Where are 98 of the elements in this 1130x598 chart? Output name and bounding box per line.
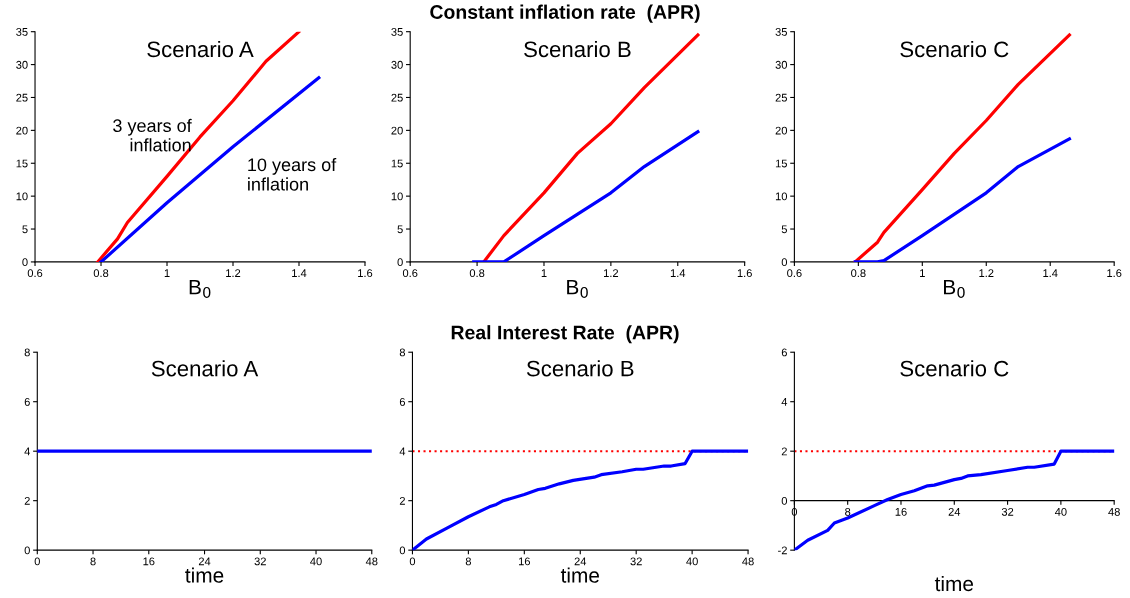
x-tick-label: 1.4 [292, 269, 307, 277]
y-tick-label: 35 [775, 27, 787, 36]
y-tick-label: 6 [781, 348, 787, 357]
y-tick-label: 0 [397, 258, 403, 267]
x-tick-label: 40 [310, 557, 322, 566]
y-tick-label: 20 [16, 126, 28, 135]
y-tick-label: -2 [778, 546, 787, 555]
x-tick-label: 1.6 [358, 269, 373, 278]
chart-title: Scenario B [524, 40, 631, 58]
y-tick-label: 5 [397, 225, 403, 234]
y-tick-label: 15 [775, 159, 787, 168]
y-tick-label: 2 [781, 447, 787, 456]
chart-title: Scenario A [147, 40, 254, 58]
y-tick-label: 20 [775, 126, 788, 135]
y-tick-label: 4 [399, 447, 406, 456]
x-tick-label: 1 [541, 269, 547, 277]
x-axis-title: time [934, 575, 974, 592]
x-tick-label: 1 [920, 269, 925, 277]
y-tick-label: 30 [775, 60, 788, 69]
chart-title: Scenario C [900, 360, 1009, 377]
x-tick-label: 8 [845, 507, 851, 516]
x-tick-label: 24 [948, 507, 961, 516]
y-tick-label: 30 [16, 60, 28, 69]
y-tick-label: 0 [399, 546, 406, 555]
series-label: 3 years of inflation [113, 118, 192, 152]
y-tick-label: 2 [399, 496, 405, 505]
chart-title: Scenario B [526, 360, 634, 377]
line-series [99, 76, 321, 262]
x-tick-label: 1 [164, 269, 170, 277]
y-tick-label: 30 [391, 60, 403, 69]
y-tick-label: 10 [775, 192, 788, 201]
x-tick-label: 24 [198, 557, 211, 566]
y-tick-label: 0 [24, 546, 30, 555]
x-tick-label: 1.2 [979, 269, 994, 277]
y-tick-label: 25 [775, 93, 787, 102]
x-tick-label: 0.6 [787, 269, 802, 278]
y-tick-label: 35 [391, 27, 403, 36]
y-tick-label: 25 [16, 93, 28, 102]
x-tick-label: 1.4 [1043, 269, 1058, 277]
y-tick-label: 4 [781, 398, 788, 406]
chart-title: Scenario C [900, 40, 1009, 58]
y-tick-label: 15 [391, 159, 403, 168]
y-tick-label: 10 [391, 192, 403, 201]
y-tick-label: 10 [16, 192, 28, 201]
x-tick-label: 1.2 [604, 269, 619, 277]
x-tick-label: 0.6 [27, 269, 43, 278]
y-tick-label: 4 [24, 447, 31, 456]
y-tick-label: 5 [781, 225, 787, 234]
x-tick-label: 40 [686, 557, 698, 566]
x-tick-label: 24 [574, 557, 587, 566]
x-axis-title: B$_{0}$ [944, 279, 965, 298]
text: Constant inflation rate (APR) [430, 4, 700, 23]
x-tick-label: 32 [630, 557, 642, 566]
x-tick-label: 1.4 [670, 269, 686, 277]
line-series [472, 130, 700, 262]
x-tick-label: 16 [895, 507, 907, 516]
y-tick-label: 2 [24, 496, 30, 505]
series-label: 10 years of inflation [248, 157, 337, 191]
y-tick-label: 0 [781, 258, 788, 267]
x-tick-label: 32 [254, 557, 266, 566]
x-tick-label: 8 [90, 557, 96, 566]
x-tick-label: 16 [518, 557, 531, 566]
x-tick-label: 48 [1108, 507, 1120, 516]
x-tick-label: 0.6 [402, 269, 418, 278]
x-tick-label: 1.6 [737, 269, 752, 278]
x-tick-label: 0.8 [851, 269, 866, 278]
y-tick-label: 15 [16, 159, 28, 168]
x-tick-label: 16 [143, 557, 155, 566]
y-tick-label: 8 [399, 348, 406, 357]
chart-title: Scenario A [151, 360, 259, 377]
x-tick-label: 32 [1001, 507, 1014, 516]
x-tick-label: 48 [365, 557, 378, 566]
y-tick-label: 0 [22, 258, 28, 267]
y-tick-label: 8 [24, 348, 30, 357]
y-tick-label: 6 [24, 397, 30, 406]
x-tick-label: 0.8 [469, 269, 485, 278]
y-tick-label: 35 [16, 27, 28, 36]
y-tick-label: 5 [22, 225, 28, 234]
x-axis-title: B$_{0}$ [567, 279, 588, 298]
x-tick-label: 0 [409, 557, 416, 566]
x-tick-label: 40 [1054, 507, 1067, 516]
x-axis-title: time [185, 567, 224, 583]
x-tick-label: 0 [34, 557, 40, 566]
line-series [482, 33, 700, 262]
x-axis-title: B$_{0}$ [189, 279, 211, 298]
y-tick-label: 20 [391, 126, 403, 135]
y-tick-label: 0 [781, 496, 788, 505]
x-tick-label: 48 [742, 557, 754, 566]
text: Real Interest Rate (APR) [451, 325, 679, 344]
y-tick-label: 25 [391, 93, 403, 102]
y-tick-label: 6 [399, 397, 406, 406]
x-tick-label: 0.8 [93, 269, 109, 278]
x-tick-label: 1.2 [226, 269, 241, 277]
line-series [853, 137, 1072, 262]
x-tick-label: 8 [465, 557, 471, 566]
line-series [853, 33, 1072, 262]
x-tick-label: 1.6 [1107, 269, 1122, 278]
x-axis-title: time [560, 567, 600, 583]
